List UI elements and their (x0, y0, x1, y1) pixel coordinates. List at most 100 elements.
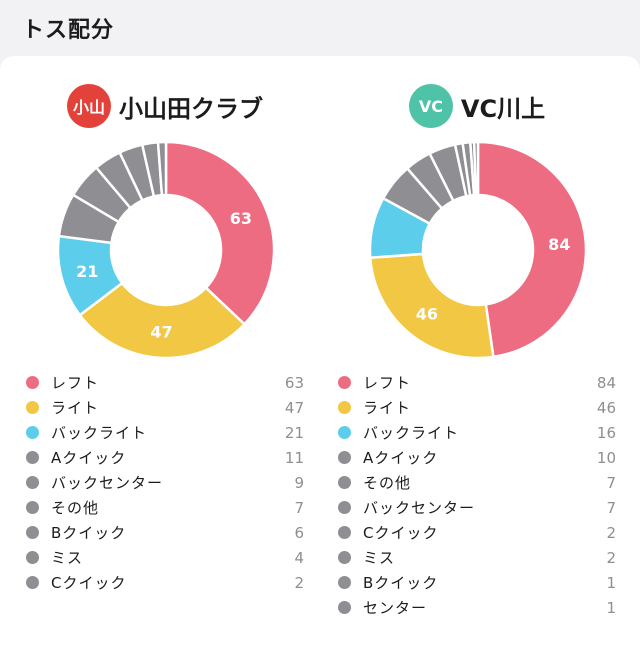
legend-label: バックセンター (51, 474, 164, 492)
legend-color-dot (338, 376, 351, 389)
legend-item: ミス 2 (322, 545, 622, 570)
donut-slice (476, 140, 588, 359)
slice-data-label: 63 (230, 209, 252, 228)
legend-value: 2 (294, 573, 304, 592)
legend-label: レフト (363, 374, 412, 392)
team-name: 小山田クラブ (119, 94, 263, 123)
legend-value: 2 (606, 548, 616, 567)
legend-color-dot (338, 426, 351, 439)
legend-item: Cクイック 2 (10, 570, 310, 595)
legend-value: 84 (596, 373, 616, 392)
page-title: トス配分 (22, 18, 115, 43)
legend-item: その他 7 (10, 495, 310, 520)
legend-color-dot (26, 401, 39, 414)
legend-item: ライト 47 (10, 395, 310, 420)
legend-color-dot (338, 576, 351, 589)
legend-item: Cクイック 2 (322, 520, 622, 545)
legend-color-dot (26, 426, 39, 439)
legend-item: Aクイック 10 (322, 445, 622, 470)
team-panel-left: 小山 小山田クラブ 63 47 21 レフト 63 ライト 47 バックライト 21 Aクイック… (10, 56, 320, 645)
legend-label: ミス (363, 549, 396, 567)
legend: レフト 63 ライト 47 バックライト 21 Aクイック 11 バックセンター 9 その他 7 Bクイ… (10, 370, 310, 595)
legend-color-dot (338, 451, 351, 464)
legend-label: Bクイック (363, 574, 439, 592)
team-avatar: VC (408, 84, 453, 128)
legend-value: 1 (606, 598, 616, 617)
legend-label: バックライト (363, 424, 460, 442)
donut-chart: 84 46 (368, 140, 588, 360)
team-header: 小山 小山田クラブ (10, 84, 320, 128)
legend-value: 2 (606, 523, 616, 542)
legend-label: Cクイック (51, 574, 127, 592)
donut-slice (472, 140, 480, 197)
legend-value: 16 (596, 423, 616, 442)
legend-value: 4 (294, 548, 304, 567)
legend-value: 10 (596, 448, 616, 467)
legend-value: 7 (606, 498, 616, 517)
legend-item: センター 1 (322, 595, 622, 620)
legend-color-dot (26, 376, 39, 389)
legend-color-dot (338, 401, 351, 414)
legend-item: バックライト 21 (10, 420, 310, 445)
legend-item: レフト 63 (10, 370, 310, 395)
legend-value: 47 (284, 398, 304, 417)
legend-value: 21 (284, 423, 304, 442)
legend-color-dot (26, 451, 39, 464)
legend-item: バックライト 16 (322, 420, 622, 445)
legend-item: Aクイック 11 (10, 445, 310, 470)
legend: レフト 84 ライト 46 バックライト 16 Aクイック 10 その他 7 バックセンター 7 Cクイ… (322, 370, 622, 620)
legend-item: Bクイック 6 (10, 520, 310, 545)
legend-color-dot (338, 501, 351, 514)
legend-label: レフト (51, 374, 100, 392)
slice-data-label: 84 (548, 235, 570, 254)
legend-label: Bクイック (51, 524, 127, 542)
legend-item: ライト 46 (322, 395, 622, 420)
legend-color-dot (26, 526, 39, 539)
legend-label: ライト (363, 399, 412, 417)
legend-color-dot (338, 476, 351, 489)
legend-value: 63 (284, 373, 304, 392)
legend-color-dot (338, 601, 351, 614)
slice-data-label: 21 (76, 262, 98, 281)
legend-color-dot (26, 476, 39, 489)
legend-value: 46 (596, 398, 616, 417)
legend-item: ミス 4 (10, 545, 310, 570)
donut-slice (78, 281, 247, 360)
page-header: トス配分 (0, 0, 640, 52)
legend-item: その他 7 (322, 470, 622, 495)
legend-value: 11 (284, 448, 304, 467)
slice-data-label: 47 (150, 322, 172, 341)
legend-color-dot (26, 551, 39, 564)
team-name: VC川上 (460, 94, 546, 123)
legend-color-dot (338, 551, 351, 564)
donut-slice (156, 140, 168, 197)
donut-slice (368, 252, 495, 360)
legend-label: バックライト (51, 424, 148, 442)
legend-color-dot (26, 501, 39, 514)
legend-item: Bクイック 1 (322, 570, 622, 595)
team-avatar: 小山 (67, 84, 111, 128)
legend-label: Aクイック (363, 449, 439, 467)
team-header: VC VC川上 (322, 84, 632, 128)
legend-label: Aクイック (51, 449, 127, 467)
legend-value: 7 (606, 473, 616, 492)
legend-item: レフト 84 (322, 370, 622, 395)
legend-label: その他 (363, 474, 412, 492)
legend-value: 9 (294, 473, 304, 492)
legend-color-dot (26, 576, 39, 589)
legend-value: 7 (294, 498, 304, 517)
legend-label: ミス (51, 549, 84, 567)
legend-value: 1 (606, 573, 616, 592)
toss-distribution-card: 小山 小山田クラブ 63 47 21 レフト 63 ライト 47 バックライト 21 Aクイック… (0, 56, 640, 645)
slice-data-label: 46 (416, 304, 438, 323)
legend-label: Cクイック (363, 524, 439, 542)
team-panel-right: VC VC川上 84 46 レフト 84 ライト 46 バックライト 16 Aクイック 10 その… (322, 56, 632, 645)
legend-label: バックセンター (363, 499, 476, 517)
legend-item: バックセンター 9 (10, 470, 310, 495)
legend-color-dot (338, 526, 351, 539)
legend-value: 6 (294, 523, 304, 542)
legend-label: センター (363, 599, 428, 617)
legend-label: ライト (51, 399, 100, 417)
legend-label: その他 (51, 499, 100, 517)
legend-item: バックセンター 7 (322, 495, 622, 520)
